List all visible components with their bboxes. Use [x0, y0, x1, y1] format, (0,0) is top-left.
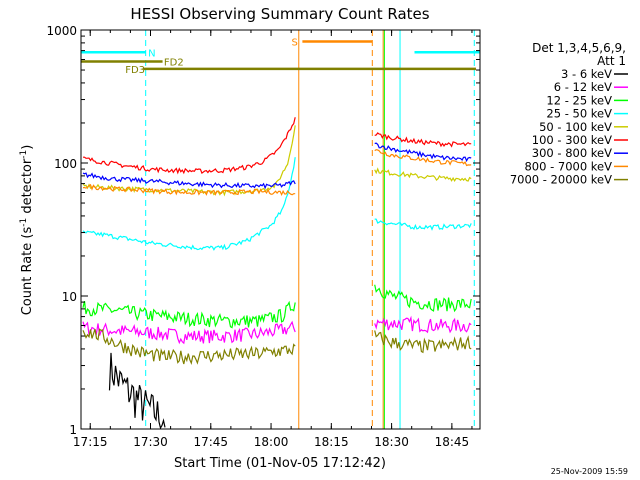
- flag-label: FD2: [164, 57, 184, 68]
- series-line: [374, 218, 472, 231]
- y-tick-label: 100: [54, 157, 77, 171]
- y-axis-label-mid: detector: [20, 158, 35, 218]
- flag-label: N: [148, 48, 155, 59]
- x-tick-label: 17:45: [193, 435, 228, 449]
- x-tick-label: 17:30: [133, 435, 168, 449]
- series-line: [108, 352, 166, 430]
- series-line: [82, 157, 296, 251]
- series-line: [82, 320, 296, 345]
- y-axis-label-sup1: -1: [19, 218, 29, 227]
- series-line: [82, 300, 296, 329]
- series-line: [83, 117, 296, 175]
- legend-label: 3 - 6 keV: [561, 67, 612, 81]
- legend-header-line-2: Att 1: [597, 54, 626, 68]
- series-line: [374, 142, 472, 163]
- series-line: [374, 167, 472, 182]
- footer-timestamp: 25-Nov-2009 15:59: [551, 467, 628, 476]
- x-tick-label: 17:15: [73, 435, 108, 449]
- legend-label: 100 - 300 keV: [532, 133, 612, 147]
- y-tick-label: 1: [69, 423, 77, 437]
- series-line: [374, 284, 472, 313]
- series-line: [83, 183, 296, 197]
- series-line: [374, 149, 472, 167]
- y-axis-label: Count Rate (s-1 detector-1): [19, 145, 35, 316]
- legend-label: 12 - 25 keV: [546, 93, 612, 107]
- y-axis-label-sup2: -1: [19, 150, 29, 159]
- series-line: [374, 315, 472, 334]
- series-line: [82, 172, 296, 190]
- y-tick-label: 1000: [46, 24, 77, 38]
- y-axis-label-base: Count Rate (s: [20, 227, 35, 316]
- x-tick-label: 18:45: [435, 435, 470, 449]
- series-line: [374, 132, 472, 148]
- x-tick-label: 18:15: [314, 435, 349, 449]
- y-tick-label: 10: [62, 290, 77, 304]
- series-line: [82, 328, 296, 366]
- legend-label: 800 - 7000 keV: [524, 159, 612, 173]
- plot-frame: [80, 29, 481, 430]
- legend-label: 6 - 12 keV: [554, 80, 612, 94]
- chart-title: HESSI Observing Summary Count Rates: [130, 5, 429, 23]
- x-tick-label: 18:00: [254, 435, 289, 449]
- legend-label: 50 - 100 keV: [539, 120, 612, 134]
- plot-area: N FD2 FD3 S 17:15 17:30 17:45 18:00 18:15 18:30 18…: [46, 24, 480, 449]
- x-axis-label: Start Time (01-Nov-05 17:12:42): [174, 456, 386, 471]
- legend-label: 25 - 50 keV: [546, 107, 612, 121]
- legend-label: 300 - 800 keV: [532, 146, 612, 160]
- y-axis-label-end: ): [20, 145, 35, 150]
- legend-header-line-1: Det 1,3,4,5,6,9,: [532, 41, 626, 55]
- x-tick-label: 18:30: [374, 435, 409, 449]
- flag-label: FD3: [125, 65, 145, 76]
- series-line: [374, 330, 472, 354]
- flag-label: S: [292, 37, 298, 48]
- legend-label: 7000 - 20000 keV: [510, 173, 612, 187]
